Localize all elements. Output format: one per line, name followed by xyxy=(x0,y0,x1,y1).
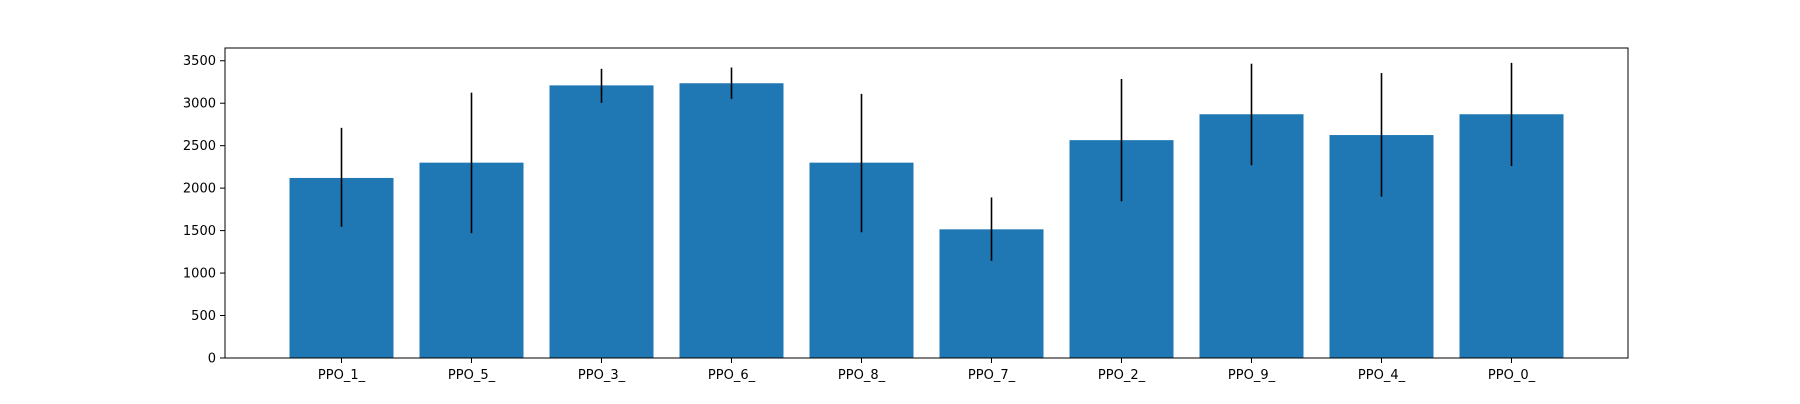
bar-PPO_3_ xyxy=(549,85,654,358)
x-tick-label: PPO_7_ xyxy=(968,368,1016,383)
x-tick-label: PPO_4_ xyxy=(1358,368,1406,383)
y-tick-label: 3500 xyxy=(183,54,216,69)
plot-area-frame xyxy=(224,47,1629,359)
y-tick-label: 3000 xyxy=(183,97,216,112)
x-tick-label: PPO_0_ xyxy=(1488,368,1536,383)
x-tick-label: PPO_9_ xyxy=(1228,368,1276,383)
x-tick-label: PPO_6_ xyxy=(708,368,756,383)
y-tick-label: 0 xyxy=(208,352,216,367)
bar-PPO_6_ xyxy=(679,83,784,358)
y-tick-label: 500 xyxy=(191,309,216,324)
y-tick-label: 2500 xyxy=(183,139,216,154)
x-tick-label: PPO_1_ xyxy=(318,368,366,383)
x-tick-label: PPO_3_ xyxy=(578,368,626,383)
x-tick-label: PPO_8_ xyxy=(838,368,886,383)
y-tick-label: 2000 xyxy=(183,182,216,197)
y-tick-label: 1500 xyxy=(183,224,216,239)
y-tick-label: 1000 xyxy=(183,267,216,282)
x-tick-label: PPO_5_ xyxy=(448,368,496,383)
x-tick-label: PPO_2_ xyxy=(1098,368,1146,383)
